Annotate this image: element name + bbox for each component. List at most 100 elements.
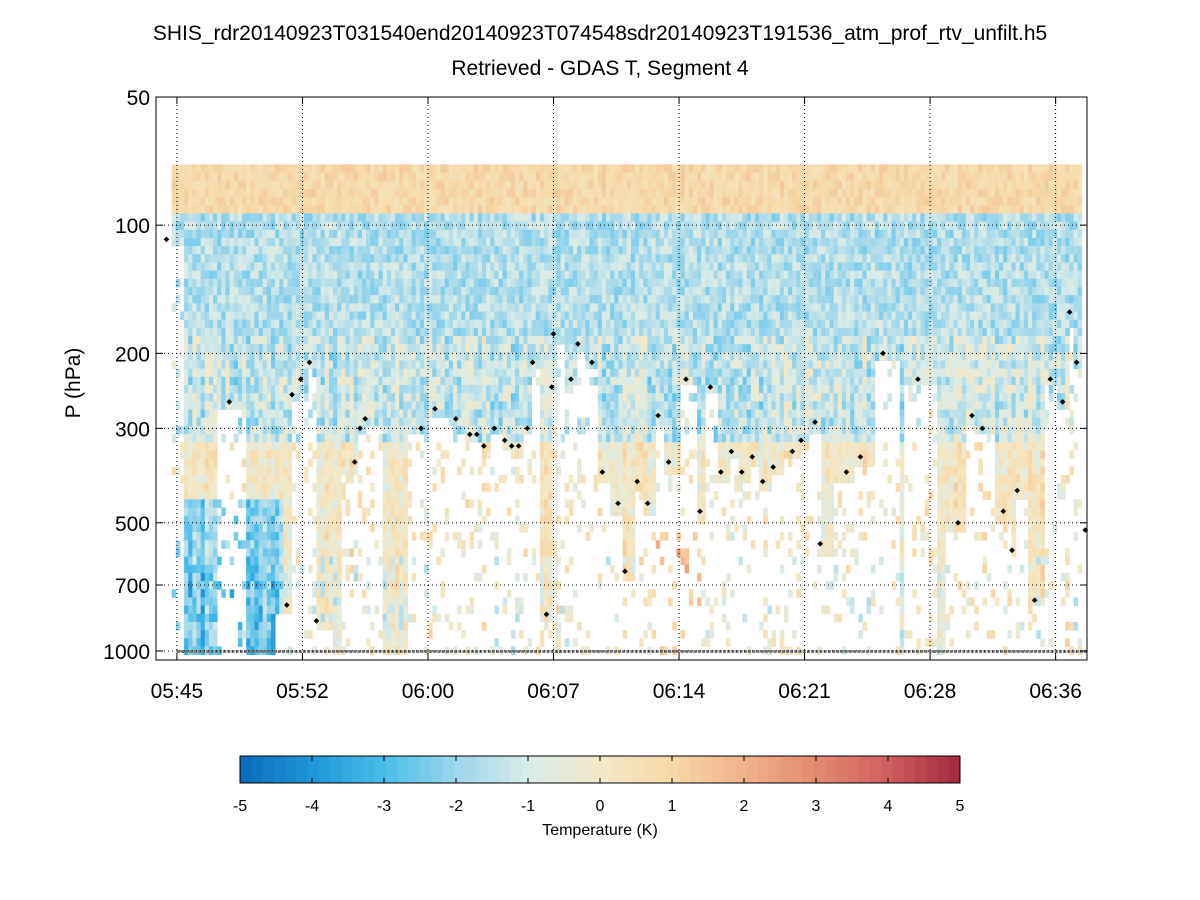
heat-cell: [192, 499, 197, 508]
heat-cell: [279, 180, 284, 190]
heat-cell: [370, 393, 375, 402]
heat-cell: [337, 523, 342, 533]
heat-cell: [568, 556, 574, 566]
heat-cell: [539, 262, 545, 272]
heat-cell: [192, 613, 197, 623]
heat-cell: [270, 483, 276, 492]
heat-cell: [432, 172, 437, 182]
heat-cell: [353, 401, 359, 410]
heat-cell: [266, 401, 272, 410]
heat-cell: [175, 548, 181, 557]
heat-cell: [564, 613, 570, 623]
heat-cell: [556, 646, 561, 656]
heat-cell: [556, 621, 561, 631]
heat-cell: [395, 417, 400, 427]
heat-cell: [275, 417, 280, 427]
heat-cell: [353, 409, 359, 419]
heat-cell: [279, 491, 284, 500]
heat-cell: [481, 319, 487, 329]
heat-cell: [461, 360, 466, 370]
heat-cell: [448, 180, 454, 190]
heat-cell: [593, 286, 599, 296]
heat-cell: [386, 409, 392, 419]
heat-cell: [473, 336, 479, 345]
heat-cell: [498, 286, 504, 296]
heat-cell: [299, 360, 305, 370]
heat-cell: [440, 197, 446, 206]
heat-cell: [370, 205, 375, 214]
heat-cell: [461, 172, 466, 182]
heat-cell: [606, 327, 611, 337]
heat-cell: [328, 548, 334, 557]
heat-cell: [357, 327, 363, 337]
heat-cell: [564, 197, 570, 206]
heat-cell: [630, 458, 636, 468]
heat-cell: [403, 458, 408, 468]
heat-cell: [539, 523, 545, 533]
heat-cell: [225, 360, 231, 370]
heat-cell: [341, 295, 346, 304]
heat-cell: [548, 368, 553, 378]
heat-cell: [328, 589, 334, 598]
heat-cell: [486, 254, 491, 263]
heat-cell: [328, 581, 334, 590]
heat-cell: [361, 311, 367, 321]
heat-cell: [287, 466, 293, 476]
heat-cell: [452, 401, 458, 410]
heat-cell: [614, 368, 619, 378]
heat-cell: [568, 327, 574, 337]
heat-cell: [275, 164, 280, 173]
heat-cell: [324, 393, 330, 402]
heat-cell: [415, 417, 421, 427]
heat-cell: [341, 229, 346, 239]
heat-cell: [204, 564, 210, 574]
heat-cell: [552, 197, 557, 206]
heat-cell: [572, 483, 578, 492]
heat-cell: [614, 409, 619, 419]
heat-cell: [395, 295, 400, 304]
heat-cell: [626, 474, 632, 484]
heat-cell: [333, 360, 338, 370]
heat-cell: [419, 262, 425, 272]
heat-cell: [337, 401, 342, 410]
heat-cell: [258, 401, 264, 410]
heat-cell: [353, 425, 359, 435]
heat-cell: [304, 229, 309, 239]
heat-cell: [208, 270, 214, 280]
heat-cell: [506, 295, 512, 304]
heat-cell: [407, 270, 413, 280]
heat-cell: [614, 311, 619, 321]
heat-cell: [386, 556, 392, 566]
heat-cell: [585, 532, 590, 541]
heat-cell: [378, 385, 384, 394]
heat-cell: [457, 425, 462, 435]
heat-cell: [432, 613, 437, 623]
heat-cell: [237, 638, 243, 647]
heat-cell: [188, 246, 193, 255]
heat-cell: [448, 327, 454, 337]
heat-cell: [217, 360, 222, 370]
heat-cell: [242, 262, 247, 272]
heat-cell: [568, 205, 574, 214]
heat-cell: [440, 221, 446, 231]
heat-cell: [345, 205, 350, 214]
heat-cell: [295, 246, 301, 255]
heat-cell: [614, 360, 619, 370]
heat-cell: [399, 613, 404, 623]
heat-cell: [452, 172, 458, 182]
heat-cell: [386, 213, 392, 223]
heat-cell: [378, 417, 384, 427]
heat-cell: [262, 172, 268, 182]
heat-cell: [188, 368, 193, 378]
heat-cell: [324, 368, 330, 378]
heat-cell: [324, 172, 330, 182]
heat-cell: [200, 319, 206, 329]
heat-cell: [270, 229, 276, 239]
heat-cell: [200, 621, 206, 631]
heat-cell: [270, 213, 276, 223]
heat-cell: [643, 172, 648, 182]
heat-cell: [432, 246, 437, 255]
heat-cell: [626, 515, 632, 525]
heat-cell: [440, 172, 446, 182]
heat-cell: [494, 188, 499, 198]
